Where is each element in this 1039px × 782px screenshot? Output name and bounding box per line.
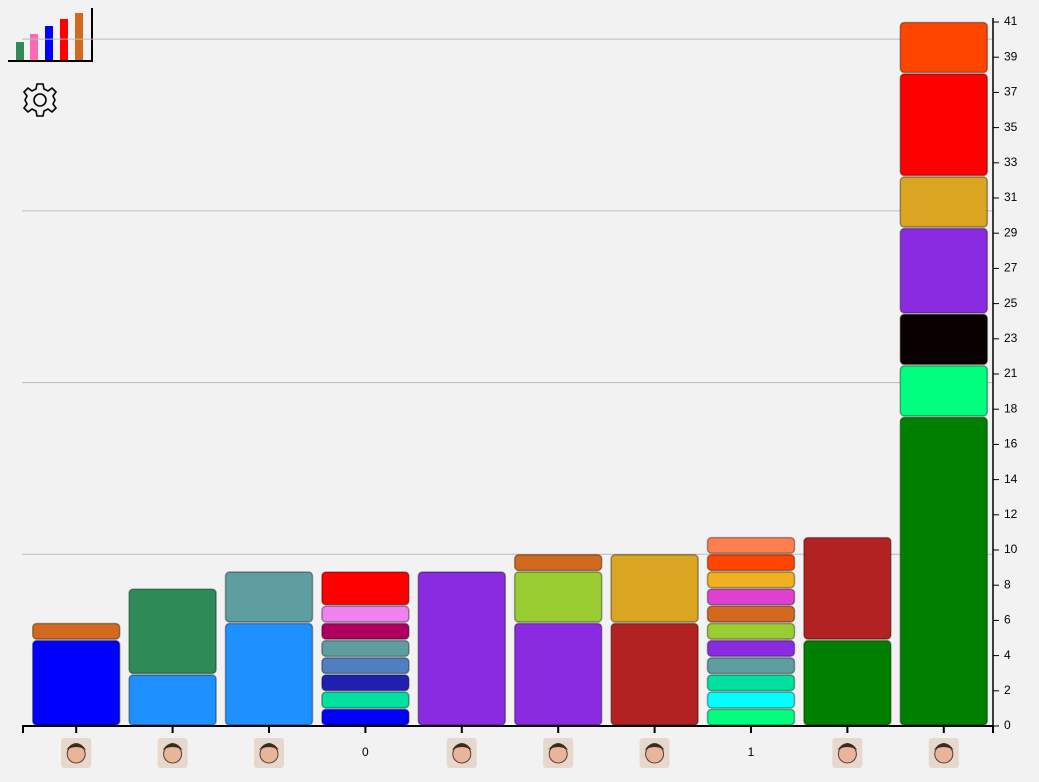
y-tick-label: 37: [1004, 85, 1018, 99]
bar-segment: [513, 622, 603, 726]
y-tick-label: 29: [1004, 225, 1018, 239]
bar-segment: [899, 365, 989, 417]
bar-segment: [706, 588, 796, 606]
bar-segment: [706, 639, 796, 658]
y-tick-label: 0: [1004, 718, 1011, 732]
avatar[interactable]: [61, 738, 92, 768]
bar-segment: [224, 622, 314, 726]
bar-segment: [321, 691, 410, 709]
bar-segment: [513, 554, 603, 572]
bar-segment: [706, 691, 796, 709]
y-tick-label: 12: [1004, 507, 1018, 521]
app-logo[interactable]: [8, 8, 93, 62]
bar-segment: [417, 571, 507, 726]
bar-segment: [899, 227, 989, 314]
avatar-hair: [66, 743, 87, 750]
y-tick-label: 8: [1004, 577, 1011, 591]
bar-segment: [706, 674, 796, 692]
bar-segment: [706, 571, 796, 589]
settings-icon[interactable]: [22, 83, 58, 117]
bar-segment: [803, 536, 892, 640]
bar-segment: [513, 571, 603, 623]
bar-segment: [31, 639, 121, 726]
bar-segment: [224, 571, 314, 623]
x-tick-label: 1: [748, 745, 755, 759]
bar-segment: [128, 588, 217, 675]
avatar-hair: [644, 743, 665, 750]
y-tick-label: 10: [1004, 542, 1018, 556]
avatar[interactable]: [157, 738, 188, 768]
bar-segment: [321, 708, 410, 726]
y-tick-label: 41: [1004, 14, 1018, 28]
y-tick-label: 39: [1004, 49, 1018, 63]
avatar[interactable]: [543, 738, 574, 768]
bar-segment: [31, 622, 121, 640]
y-tick-label: 16: [1004, 437, 1018, 451]
bar-segment: [321, 657, 410, 675]
bar-segment: [706, 605, 796, 623]
bar-segment: [610, 554, 699, 623]
bar-segment: [706, 622, 796, 640]
avatar[interactable]: [639, 738, 670, 768]
avatar-hair: [259, 743, 279, 750]
bar-segment: [899, 313, 989, 366]
avatar-hair: [548, 743, 569, 750]
y-tick-label: 35: [1004, 120, 1018, 134]
bar-segment: [899, 176, 989, 228]
avatar-hair: [837, 743, 858, 750]
bar-segment: [899, 416, 989, 726]
y-tick-label: 31: [1004, 190, 1018, 204]
y-tick-label: 21: [1004, 366, 1018, 380]
avatar-hair: [162, 743, 183, 750]
y-tick-label: 27: [1004, 261, 1018, 275]
x-tick-label: 0: [362, 745, 369, 759]
y-tick-label: 4: [1004, 648, 1011, 662]
bar-segment: [128, 674, 217, 726]
bar-segment: [803, 639, 892, 726]
avatar[interactable]: [254, 738, 284, 768]
avatar[interactable]: [928, 738, 959, 768]
avatar-hair: [451, 743, 472, 750]
y-tick-label: 25: [1004, 296, 1018, 310]
bar-segment: [321, 605, 410, 623]
avatar[interactable]: [446, 738, 477, 768]
y-tick-label: 14: [1004, 472, 1018, 486]
bar-segment: [610, 622, 699, 726]
bar-segment: [706, 708, 796, 726]
avatar-hair: [933, 743, 954, 750]
bar-segment: [321, 639, 410, 658]
bar-segment: [321, 674, 410, 692]
bar-segment: [321, 622, 410, 640]
y-tick-label: 23: [1004, 331, 1018, 345]
bar-segment: [706, 536, 796, 555]
bar-segment: [899, 73, 989, 177]
bar-segment: [706, 554, 796, 572]
avatar[interactable]: [832, 738, 863, 768]
bar-segment: [899, 21, 989, 74]
bar-segment: [321, 571, 410, 606]
y-tick-label: 6: [1004, 613, 1011, 627]
y-tick-label: 33: [1004, 155, 1018, 169]
bar-segment: [706, 657, 796, 675]
y-tick-label: 2: [1004, 683, 1011, 697]
y-tick-label: 18: [1004, 401, 1018, 415]
